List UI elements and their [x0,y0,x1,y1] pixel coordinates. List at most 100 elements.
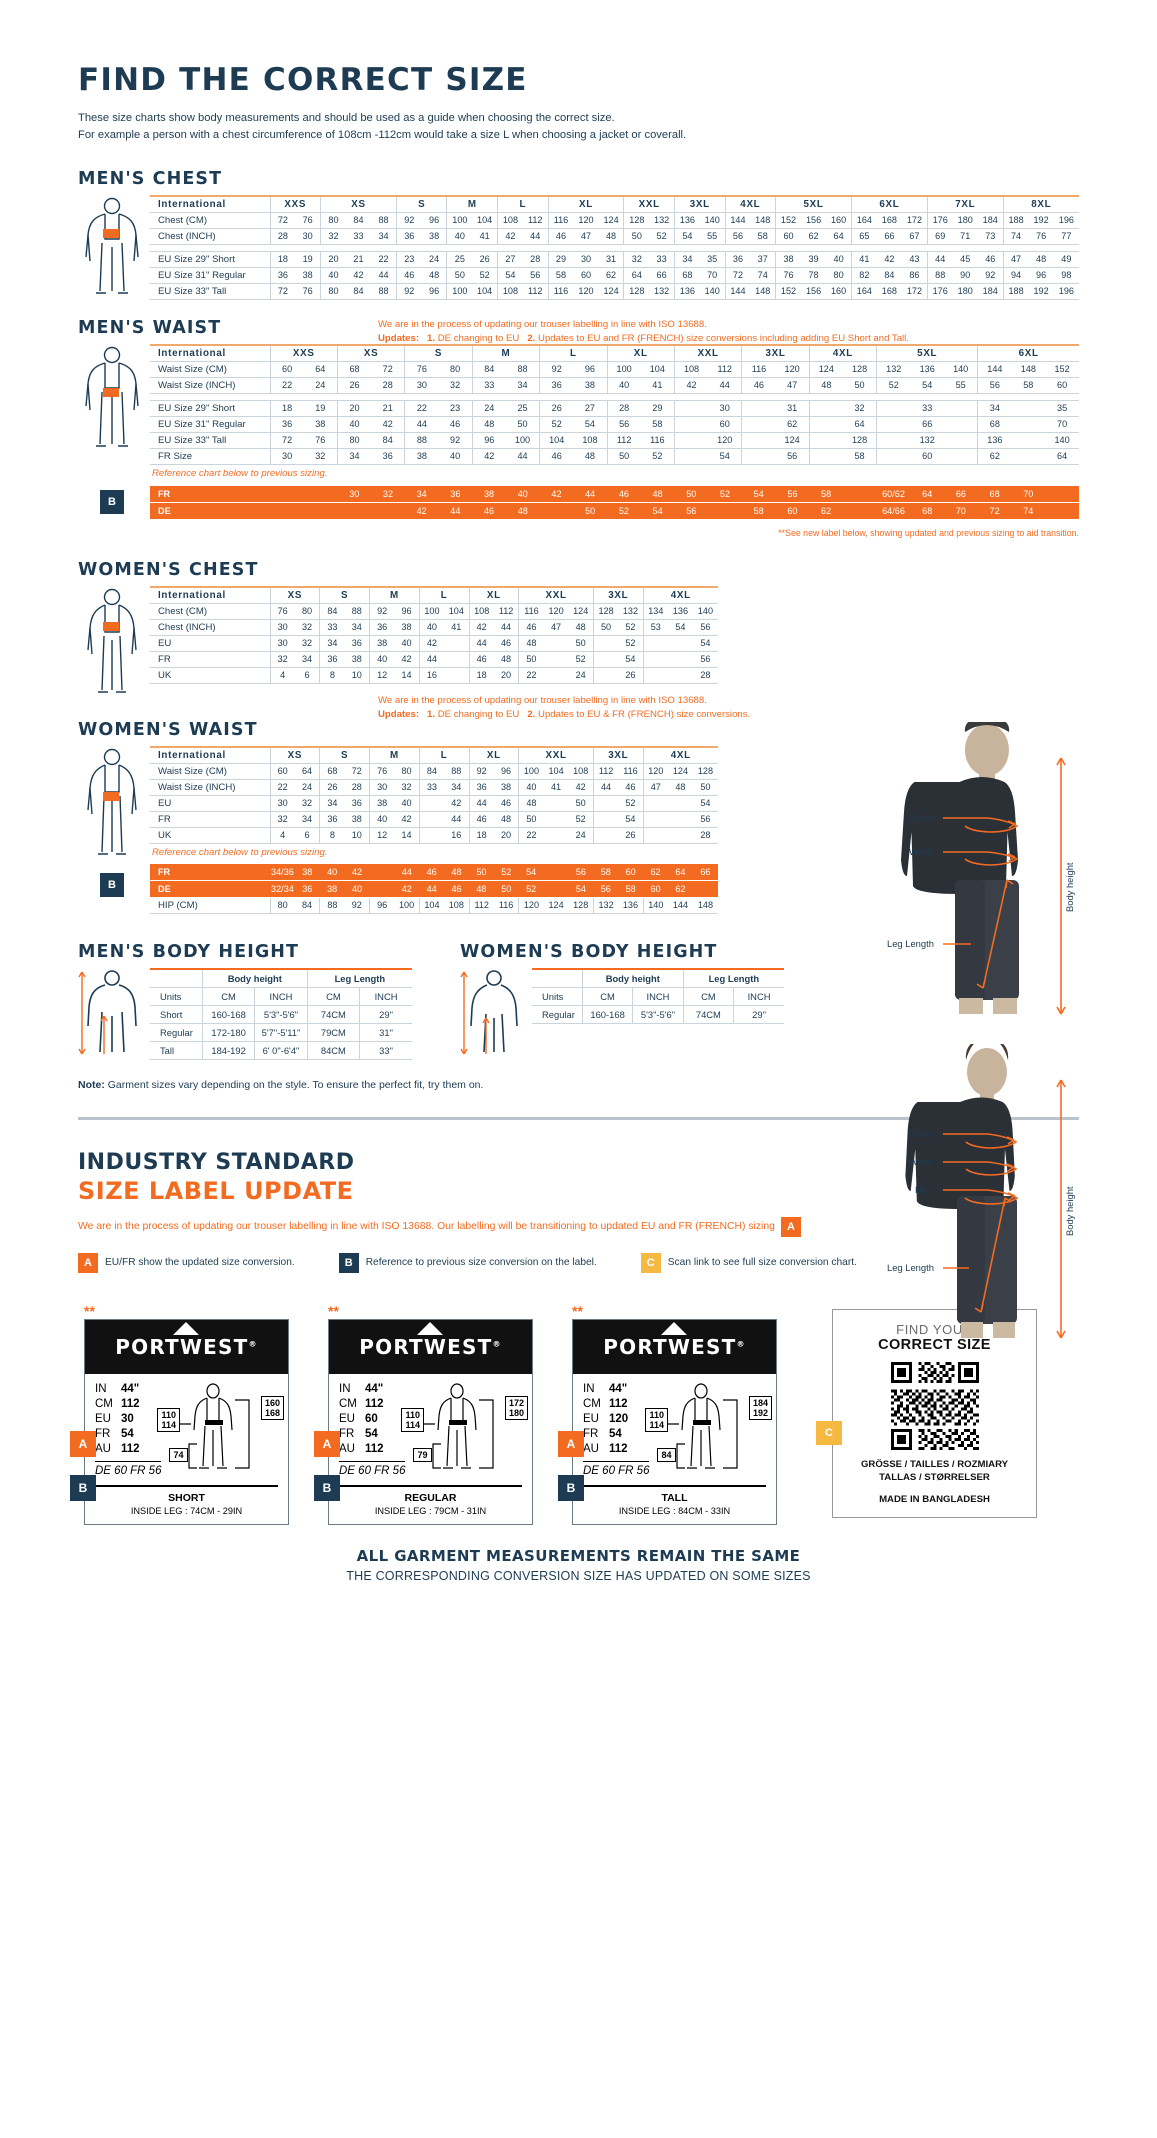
cell: 124 [568,603,594,620]
cell: 18 [269,251,296,268]
size-xl: XL [468,746,519,764]
row-label: Chest (INCH) [150,619,270,636]
cell: 27 [497,251,523,268]
reference-cell: 58 [741,502,776,520]
leg-measure-box: 84 [657,1447,676,1463]
cell: 40 [518,779,544,796]
unit-inch-leg: INCH [733,987,784,1006]
size-l: L [418,586,469,604]
cell: 132 [910,432,945,449]
cell: 6 [294,827,320,844]
cell [592,827,619,844]
cell: 46 [977,251,1004,268]
cell: 120 [708,432,742,449]
size-3xl: 3XL [674,195,726,213]
table-row: Waist Size (CM) 60 64 68 72 76 80 84 88 92 96 100 10… [150,361,1079,378]
cell: 39 [800,251,827,268]
table-row: Waist Size (INCH) 22 24 26 28 30 32 33 34 36 38 40 4… [150,779,718,796]
cell: 62 [775,416,810,433]
cell [444,667,469,684]
mens-chest-body-2: EU Size 29" Short 18 19 20 21 22 23 24 25 26 27 28 2… [150,251,1079,300]
unit-cm: CM [581,987,633,1006]
reference-cell: 46 [607,485,641,503]
cell: 54 [618,651,644,668]
cell: 46 [547,228,574,245]
cell: 32 [438,377,473,394]
cell: 34 [294,811,320,828]
cell: 31 [775,400,810,417]
label-card: ** A B PORTWEST® IN 44" CM 112 EU 60 FR 54 AU 112 DE 6… [314,1303,544,1525]
cell: 108 [673,361,709,378]
cell [592,795,619,812]
spec-row: EU 60 [339,1412,405,1427]
chip-a-inline: A [780,1216,801,1237]
reference-cell: 36 [438,485,473,503]
cell: 108 [468,603,494,620]
size-5xl: 5XL [876,344,978,362]
row-label: FR [150,811,270,828]
reference-cell: 44 [573,485,608,503]
reference-cell: 56 [775,485,810,503]
cell: 8 [319,667,345,684]
cell: 84 [418,763,445,780]
cell: 12 [369,827,395,844]
cell: 26 [618,827,644,844]
cell: 100 [394,897,420,914]
cell: 128 [692,763,718,780]
cell [944,400,978,417]
cell: 45 [952,251,978,268]
model-label-waist: Waist [909,846,932,857]
cell: 48 [573,448,608,465]
cell: 49 [1053,251,1079,268]
cell [642,795,668,812]
qr-code-icon[interactable] [890,1362,979,1451]
update-2-num: 2. [527,708,536,720]
cell: 36 [371,448,405,465]
cell: 54 [692,635,718,652]
mens-chest-body-1: Chest (CM) 72 76 80 84 88 92 96 100 104 108 112 116 1… [150,212,1079,245]
legend-c-text: Scan link to see full size conversion ch… [667,1257,857,1269]
cell: 60 [910,448,945,465]
model-label-body-height: Body height [1064,1186,1075,1236]
reference-cell [692,880,718,898]
table-row: EU Size 31" Regular 36 38 40 42 44 46 48 50 52 54 5… [150,416,1079,433]
womens-chest-title: WOMEN'S CHEST [78,559,259,580]
industry-lead: We are in the process of updating our tr… [78,1216,1079,1237]
row-label: Chest (CM) [150,603,270,620]
reference-cell [270,485,304,503]
size-5xl: 5XL [775,195,852,213]
womens-hip-body: HIP (CM) 80 84 88 92 96 100 104 108 112 116 120 124 1… [150,897,718,914]
cell: 38 [369,795,395,812]
cell: 67 [902,228,928,245]
group-leg-length: Leg Length [306,968,412,988]
cell: 64 [826,228,852,245]
blank-cell [532,968,583,988]
cell: 34 [673,251,700,268]
cell: 36 [369,619,395,636]
cell: 18 [468,667,494,684]
reference-cell: 38 [294,863,320,881]
cell: 42 [371,416,405,433]
reference-cell: 30 [337,485,372,503]
cell: 34 [294,651,320,668]
waist-measure-box: 110 114 [401,1407,425,1433]
chip-c-qr: C [816,1420,842,1445]
cell: 152 [775,212,801,229]
spec-key: CM [583,1397,601,1410]
cell: 76 [1028,228,1054,245]
spec-row: IN 44" [95,1382,161,1397]
cell: 74CM [682,1005,734,1024]
cell: 54 [668,619,693,636]
reference-cell: 40 [505,485,540,503]
cell: 152 [775,283,801,300]
cell: 46 [468,651,494,668]
cell: 34 [505,377,540,394]
cell: 44 [468,795,494,812]
cell: 33" [359,1041,412,1060]
cell: 54 [910,377,945,394]
cell: 92 [977,267,1004,284]
cell: 148 [750,212,776,229]
cell: 76 [295,212,321,229]
size-3xl: 3XL [741,344,810,362]
legend-item-b: B Reference to previous size conversion … [338,1252,597,1273]
